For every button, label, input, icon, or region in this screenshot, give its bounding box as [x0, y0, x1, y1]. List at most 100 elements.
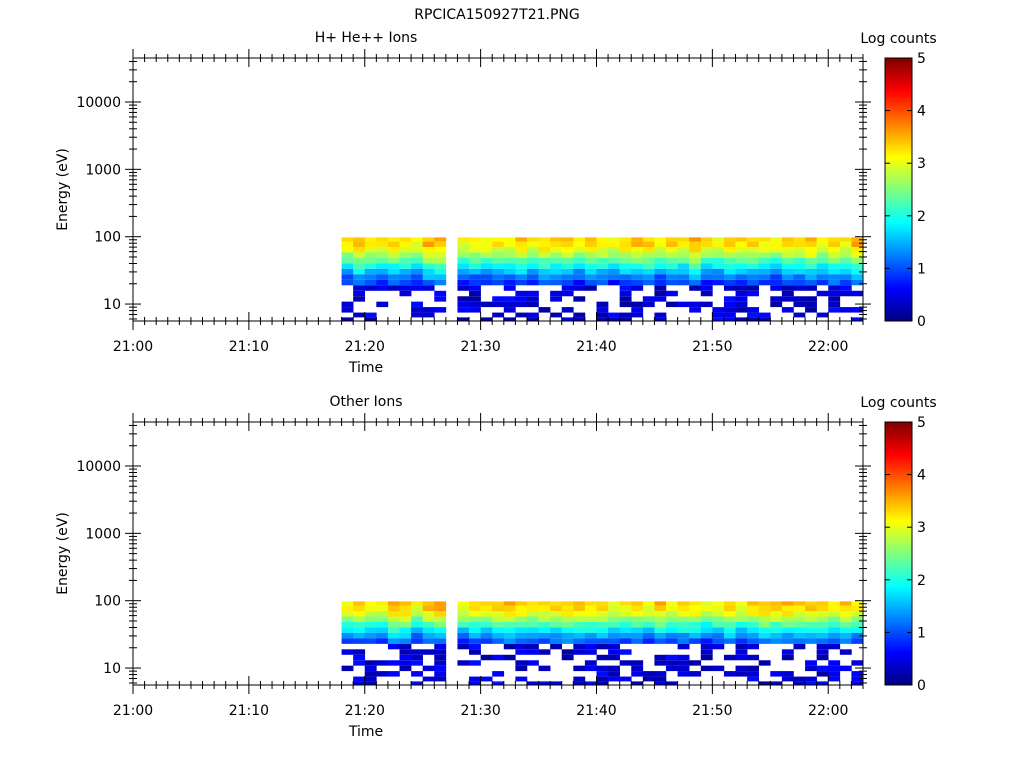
heatmap-cell — [712, 263, 725, 269]
heatmap-cell — [735, 643, 748, 650]
heatmap-cell — [747, 274, 760, 280]
heatmap-cell — [805, 632, 817, 639]
heatmap-cell — [526, 263, 539, 269]
colorbar-band — [885, 160, 912, 164]
heatmap-cell — [747, 671, 760, 677]
heatmap-cell — [828, 279, 841, 286]
heatmap-cell — [619, 301, 632, 308]
heatmap-cell — [399, 660, 412, 666]
heatmap-cell — [839, 638, 852, 644]
heatmap-cell — [503, 632, 516, 639]
heatmap-cell — [851, 611, 864, 617]
heatmap-cell — [341, 605, 354, 612]
heatmap-cell — [596, 252, 609, 258]
heatmap-cell — [677, 605, 690, 612]
heatmap-cell — [770, 296, 783, 302]
colorbar-band — [885, 537, 912, 541]
colorbar-band — [885, 453, 912, 457]
heatmap-cell — [677, 601, 690, 606]
heatmap-cell — [469, 649, 481, 655]
heatmap-cell — [654, 274, 667, 280]
heatmap-cell — [422, 605, 435, 612]
colorbar-band — [885, 487, 912, 491]
heatmap-cell — [399, 638, 412, 644]
heatmap-cell — [353, 247, 366, 253]
heatmap-cell — [596, 268, 609, 275]
colorbar-band — [885, 606, 912, 610]
heatmap-cell — [573, 237, 586, 242]
heatmap-cell — [341, 263, 354, 269]
heatmap-cell — [376, 616, 389, 622]
heatmap-cell — [816, 627, 829, 633]
heatmap-cell — [364, 268, 377, 275]
heatmap-cell — [712, 605, 725, 612]
heatmap-cell — [376, 285, 389, 291]
y-tick-label: 10000 — [76, 95, 121, 111]
colorbar-band — [885, 236, 912, 240]
heatmap-cell — [758, 247, 771, 253]
colorbar-band — [885, 281, 912, 285]
heatmap-cell — [747, 605, 760, 612]
heatmap-cell — [816, 616, 829, 622]
heatmap-cell — [584, 601, 597, 606]
heatmap-cell — [689, 285, 702, 291]
colorbar-band — [885, 310, 912, 314]
colorbar-band — [885, 102, 912, 106]
heatmap-cell — [689, 237, 702, 242]
heatmap-cell — [747, 643, 760, 650]
heatmap-cell — [666, 665, 678, 672]
heatmap-cell — [457, 605, 470, 612]
heatmap-cell — [526, 317, 539, 321]
heatmap-cell — [758, 611, 771, 617]
heatmap-cell — [387, 241, 400, 248]
colorbar-band — [885, 197, 912, 201]
heatmap-cell — [596, 654, 609, 661]
heatmap-cell — [619, 632, 632, 639]
heatmap-cell — [712, 307, 725, 313]
heatmap-cell — [851, 671, 864, 677]
heatmap-cell — [596, 263, 609, 269]
heatmap-cell — [631, 665, 644, 672]
heatmap-cell — [515, 605, 528, 612]
colorbar-band — [885, 205, 912, 209]
heatmap-cell — [654, 312, 667, 318]
colorbar-band — [885, 65, 912, 69]
heatmap-cell — [793, 301, 806, 308]
heatmap-cell — [434, 621, 447, 628]
colorbar-band — [885, 194, 912, 198]
heatmap-cell — [538, 621, 551, 628]
heatmap-cell — [839, 616, 852, 622]
colorbar-band — [885, 600, 912, 604]
heatmap-cell — [642, 638, 655, 644]
heatmap-cell — [596, 274, 609, 280]
heatmap-cell — [851, 627, 864, 633]
heatmap-cell — [515, 301, 528, 308]
heatmap-cell — [353, 268, 366, 275]
heatmap-cell — [781, 285, 794, 291]
heatmap-cell — [573, 665, 586, 672]
heatmap-cell — [747, 263, 760, 269]
colorbar-band — [885, 134, 912, 138]
heatmap-cell — [770, 616, 783, 622]
heatmap-cell — [700, 252, 713, 258]
colorbar-band — [885, 71, 912, 75]
heatmap-cell — [805, 665, 817, 672]
heatmap-cell — [596, 257, 609, 264]
colorbar-band — [885, 176, 912, 180]
heatmap-cell — [341, 627, 354, 633]
heatmap-cell — [411, 605, 423, 612]
heatmap-cell — [642, 257, 655, 264]
heatmap-cell — [376, 257, 389, 264]
colorbar-band — [885, 653, 912, 657]
heatmap-cell — [747, 290, 760, 297]
x-axis: 21:00 21:10 21:20 21:30 21:40 21:50 22:00 Time — [113, 413, 864, 740]
colorbar-band — [885, 671, 912, 675]
heatmap-cell — [747, 237, 760, 242]
heatmap-cell — [758, 237, 771, 242]
heatmap-cell — [851, 237, 864, 242]
heatmap-cell — [561, 247, 574, 253]
heatmap-cell — [631, 237, 644, 242]
heatmap-cell — [712, 312, 725, 318]
heatmap-cell — [399, 274, 412, 280]
